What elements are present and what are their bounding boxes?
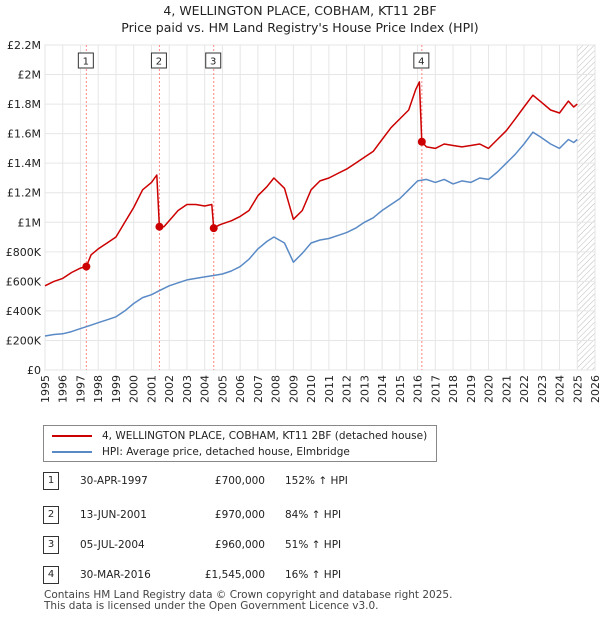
transaction-badge (150, 52, 167, 69)
x-tick-label: 2024 (554, 375, 567, 403)
table-row: 1 30-APR-1997 £700,000 152% ↑ HPI (0, 471, 600, 491)
x-tick-label: 2021 (500, 375, 513, 403)
y-tick-label: £1.8M (7, 98, 41, 111)
x-tick-label: 2000 (128, 375, 141, 403)
table-row-number: 4 (43, 566, 59, 584)
x-tick-label: 2020 (483, 375, 496, 403)
x-tick-label: 2006 (234, 375, 247, 403)
x-tick-label: 2014 (376, 375, 389, 403)
y-tick-label: £1.2M (7, 187, 41, 200)
legend-label-property: 4, WELLINGTON PLACE, COBHAM, KT11 2BF (d… (102, 430, 428, 442)
table-row: 2 13-JUN-2001 £970,000 84% ↑ HPI (0, 505, 600, 525)
table-cell-date: 30-MAR-2016 (80, 569, 151, 581)
x-tick-label: 2016 (412, 375, 425, 403)
transaction-point (417, 137, 426, 146)
legend-item-hpi: HPI: Average price, detached house, Elmb… (52, 445, 350, 459)
x-tick-label: 2004 (199, 375, 212, 403)
table-cell-date: 05-JUL-2004 (80, 539, 145, 551)
y-tick-label: £1.6M (7, 128, 41, 141)
x-tick-label: 2019 (465, 375, 478, 403)
chart-title: 4, WELLINGTON PLACE, COBHAM, KT11 2BF (163, 3, 437, 18)
y-tick-label: £200K (6, 334, 42, 347)
x-tick-label: 2013 (358, 375, 371, 403)
forecast-hatch (577, 45, 595, 370)
price-chart: £0 £200K £400K £600K £800K £1M £1.2M £1.4M £1.6M… (6, 39, 600, 403)
series-line-property (44, 81, 578, 287)
footer: Contains HM Land Registry data © Crown c… (44, 590, 452, 612)
table-cell-date: 13-JUN-2001 (80, 509, 147, 521)
plot-area (44, 44, 596, 371)
table-row-number: 3 (43, 536, 59, 554)
table-cell-price: £1,545,000 (204, 569, 265, 581)
chart-subtitle: Price paid vs. HM Land Registry's House … (121, 20, 479, 35)
x-tick-label: 2026 (589, 375, 600, 403)
legend-label-hpi: HPI: Average price, detached house, Elmb… (102, 446, 350, 458)
table-cell-date: 30-APR-1997 (80, 475, 148, 487)
x-tick-label: 1999 (110, 375, 123, 403)
x-tick-label: 2012 (341, 375, 354, 403)
footer-license: This data is licensed under the Open Gov… (44, 600, 379, 612)
legend-swatch-property (52, 435, 92, 437)
x-tick-label: 1997 (74, 375, 87, 403)
legend: 4, WELLINGTON PLACE, COBHAM, KT11 2BF (d… (43, 425, 437, 462)
x-tick-label: 2018 (447, 375, 460, 403)
y-tick-label: £400K (6, 305, 42, 318)
transaction-badge-label: 3 (210, 57, 216, 68)
x-tick-label: 2023 (536, 375, 549, 403)
x-tick-label: 2010 (305, 375, 318, 403)
x-tick-label: 2009 (287, 375, 300, 403)
transaction-point (209, 224, 218, 233)
series-line-hpi (44, 131, 578, 337)
transaction-badge-label: 2 (156, 57, 162, 68)
footer-copyright: Contains HM Land Registry data © Crown c… (44, 589, 453, 601)
table-cell-hpi: 152% ↑ HPI (285, 475, 348, 487)
table-row: 4 30-MAR-2016 £1,545,000 16% ↑ HPI (0, 565, 600, 585)
legend-swatch-hpi (52, 451, 92, 453)
x-tick-label: 2003 (181, 375, 194, 403)
x-tick-label: 2025 (571, 375, 584, 403)
x-tick-label: 2008 (270, 375, 283, 403)
table-cell-price: £960,000 (214, 539, 265, 551)
transaction-point (155, 222, 164, 231)
x-tick-label: 2017 (429, 375, 442, 403)
transaction-badge (205, 52, 222, 69)
x-tick-label: 2001 (145, 375, 158, 403)
table-cell-hpi: 84% ↑ HPI (285, 509, 342, 521)
legend-item-property: 4, WELLINGTON PLACE, COBHAM, KT11 2BF (d… (52, 429, 427, 443)
transaction-badge (77, 52, 94, 69)
y-tick-label: £1M (18, 216, 42, 229)
x-tick-label: 2022 (518, 375, 531, 403)
y-tick-label: £1.4M (7, 157, 41, 170)
y-tick-label: £2.2M (7, 39, 41, 52)
transaction-badge (413, 52, 430, 69)
x-tick-label: 2011 (323, 375, 336, 403)
table-cell-hpi: 51% ↑ HPI (285, 539, 342, 551)
transaction-badge-label: 4 (418, 57, 424, 68)
x-tick-label: 2015 (394, 375, 407, 403)
y-tick-label: £0 (27, 364, 41, 377)
y-tick-label: £800K (6, 246, 42, 259)
x-tick-label: 2007 (252, 375, 265, 403)
table-cell-price: £700,000 (214, 475, 265, 487)
table-row: 3 05-JUL-2004 £960,000 51% ↑ HPI (0, 535, 600, 555)
x-tick-label: 2005 (216, 375, 229, 403)
x-tick-label: 1995 (39, 375, 52, 403)
y-tick-label: £2M (18, 69, 42, 82)
table-row-number: 2 (43, 506, 59, 524)
table-cell-price: £970,000 (214, 509, 265, 521)
x-tick-label: 1996 (57, 375, 70, 403)
transaction-badge-label: 1 (83, 57, 89, 68)
table-cell-hpi: 16% ↑ HPI (285, 569, 342, 581)
table-row-number: 1 (43, 472, 59, 490)
x-tick-label: 2002 (163, 375, 176, 403)
transaction-point (82, 262, 91, 271)
y-tick-label: £600K (6, 275, 42, 288)
x-tick-label: 1998 (92, 375, 105, 403)
